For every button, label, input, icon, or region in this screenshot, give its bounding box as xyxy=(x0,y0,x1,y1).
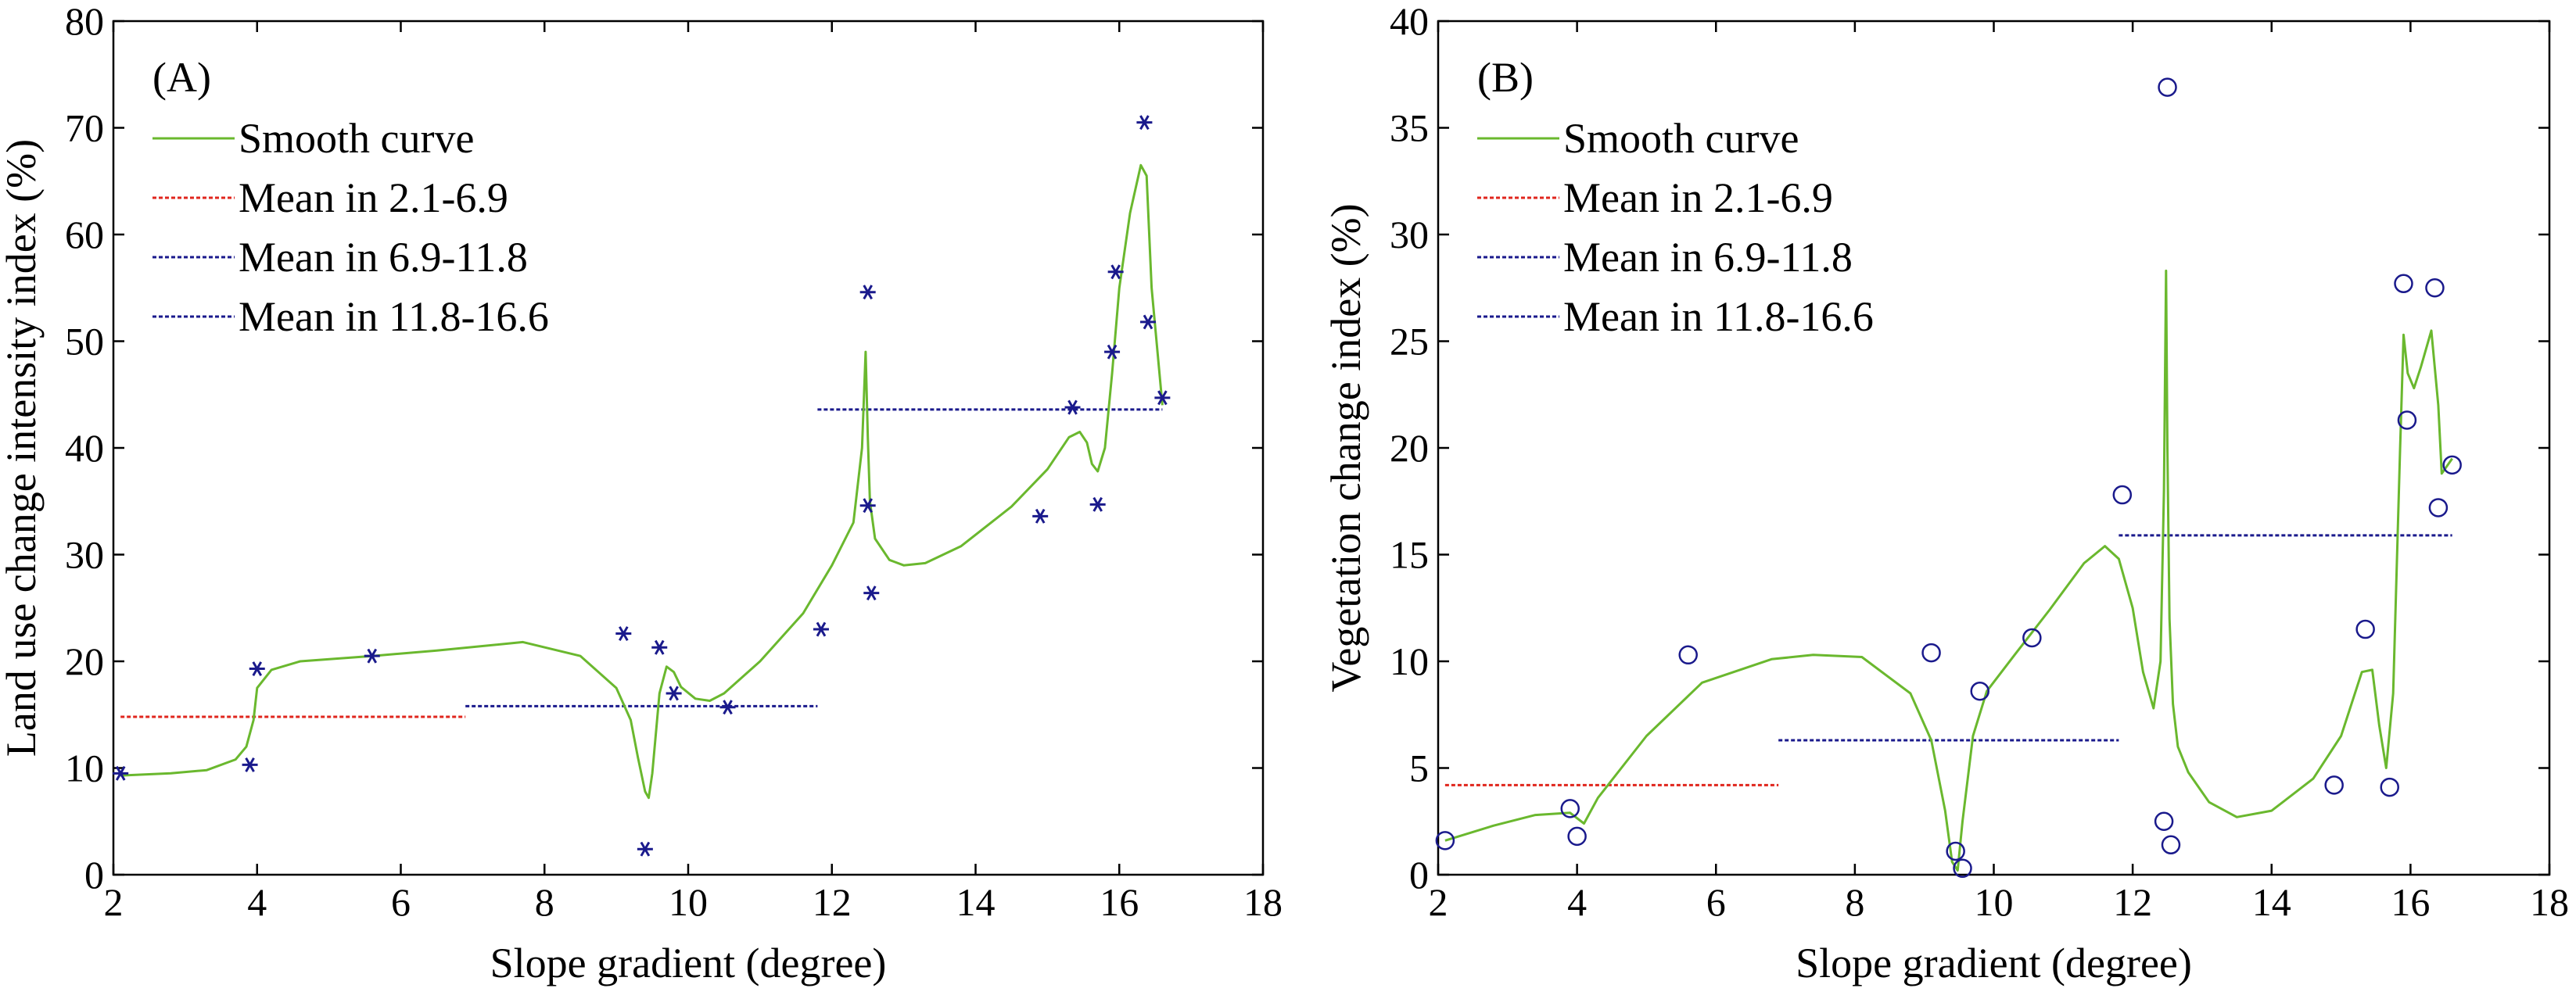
y-tick-label: 50 xyxy=(65,320,104,363)
legend-label: Mean in 2.1-6.9 xyxy=(239,174,508,221)
data-point xyxy=(859,285,876,300)
y-tick-label: 10 xyxy=(65,747,104,790)
y-tick-label: 40 xyxy=(1390,0,1429,43)
data-point xyxy=(651,639,668,655)
y-tick-label: 35 xyxy=(1390,106,1429,150)
data-point xyxy=(2022,628,2042,648)
data-point xyxy=(1064,399,1081,415)
data-point xyxy=(1567,826,1587,847)
y-axis-label: Vegetation change index (%) xyxy=(1322,203,1369,692)
x-tick-label: 4 xyxy=(1567,880,1587,924)
x-tick-label: 14 xyxy=(2252,880,2291,924)
x-axis-label: Slope gradient (degree) xyxy=(490,940,887,986)
data-point xyxy=(2112,485,2133,505)
data-point xyxy=(1970,681,1989,701)
panel-label: (B) xyxy=(1477,54,1534,101)
data-point xyxy=(2425,278,2445,298)
data-point xyxy=(1136,115,1153,131)
data-point xyxy=(1107,264,1124,280)
data-point xyxy=(2355,619,2375,639)
legend-label: Mean in 2.1-6.9 xyxy=(1563,174,1833,221)
y-tick-label: 30 xyxy=(1390,213,1429,256)
y-tick-label: 30 xyxy=(65,533,104,577)
y-tick-label: 40 xyxy=(65,426,104,470)
data-point xyxy=(113,765,129,781)
data-point xyxy=(859,498,876,514)
data-point xyxy=(2154,811,2174,831)
y-tick-label: 20 xyxy=(1390,426,1429,470)
data-point xyxy=(1678,645,1698,665)
x-tick-label: 8 xyxy=(1845,880,1864,924)
x-tick-label: 16 xyxy=(1100,880,1139,924)
y-tick-label: 25 xyxy=(1390,320,1429,363)
data-point xyxy=(2428,498,2449,517)
y-tick-label: 0 xyxy=(1409,853,1429,897)
legend-label: Mean in 6.9-11.8 xyxy=(1563,234,1853,281)
x-tick-label: 2 xyxy=(104,880,124,924)
data-point xyxy=(1921,643,1941,663)
x-tick-label: 16 xyxy=(2391,880,2430,924)
data-point xyxy=(2324,775,2344,795)
y-tick-label: 60 xyxy=(65,213,104,256)
data-point xyxy=(364,648,380,664)
x-axis-label: Slope gradient (degree) xyxy=(1796,940,2192,986)
legend-label: Smooth curve xyxy=(239,115,474,162)
data-point xyxy=(1032,508,1049,524)
data-point xyxy=(2158,77,2177,97)
data-point xyxy=(719,700,736,715)
x-tick-label: 18 xyxy=(1243,880,1283,924)
panel-b: 2 4 6 8 10 12 14 16 18 0 5 10 15 20 25 30 35 40 Slope grad… xyxy=(1322,0,2569,986)
x-tick-label: 2 xyxy=(1429,880,1448,924)
x-tick-label: 10 xyxy=(1975,880,2014,924)
data-point xyxy=(1140,314,1156,330)
data-point xyxy=(1560,799,1580,818)
panel-label: (A) xyxy=(152,54,211,101)
x-tick-label: 6 xyxy=(391,880,411,924)
data-point xyxy=(1154,390,1171,406)
y-tick-label: 10 xyxy=(1390,639,1429,683)
data-point xyxy=(1946,841,1965,861)
legend-label: Smooth curve xyxy=(1563,115,1799,162)
data-point xyxy=(2161,835,2181,855)
y-tick-label: 0 xyxy=(84,853,104,897)
x-tick-label: 10 xyxy=(669,880,708,924)
data-point xyxy=(242,757,258,772)
data-point xyxy=(2380,777,2399,797)
y-tick-label: 80 xyxy=(65,0,104,43)
data-point xyxy=(2442,455,2462,475)
x-tick-label: 12 xyxy=(813,880,852,924)
data-point xyxy=(2397,410,2417,430)
data-point xyxy=(2394,274,2413,294)
legend-label: Mean in 11.8-16.6 xyxy=(239,293,549,340)
data-point xyxy=(666,686,682,701)
legend-label: Mean in 11.8-16.6 xyxy=(1563,293,1874,340)
y-tick-label: 20 xyxy=(65,639,104,683)
data-point xyxy=(249,661,265,677)
x-tick-label: 14 xyxy=(956,880,996,924)
smooth-curve xyxy=(1444,269,2453,872)
data-point xyxy=(637,841,653,857)
data-point xyxy=(615,626,632,641)
data-point xyxy=(1435,831,1455,850)
data-point xyxy=(1104,344,1121,360)
panel-a: 2 4 6 8 10 12 14 16 18 0 10 20 30 40 50 60 70 80 Slope gra… xyxy=(0,0,1283,986)
x-tick-label: 8 xyxy=(535,880,554,924)
smooth-curve xyxy=(120,163,1164,800)
x-tick-label: 12 xyxy=(2113,880,2152,924)
y-tick-label: 5 xyxy=(1409,747,1429,790)
x-tick-label: 6 xyxy=(1706,880,1726,924)
y-axis-label: Land use change intensity index (%) xyxy=(0,139,45,757)
data-point xyxy=(863,585,880,601)
y-tick-label: 70 xyxy=(65,106,104,150)
y-tick-label: 15 xyxy=(1390,533,1429,577)
data-point xyxy=(1953,858,1972,879)
legend-label: Mean in 6.9-11.8 xyxy=(239,234,528,281)
data-point xyxy=(813,621,829,637)
data-point xyxy=(1089,496,1106,512)
x-tick-label: 4 xyxy=(247,880,267,924)
x-tick-label: 18 xyxy=(2530,880,2569,924)
